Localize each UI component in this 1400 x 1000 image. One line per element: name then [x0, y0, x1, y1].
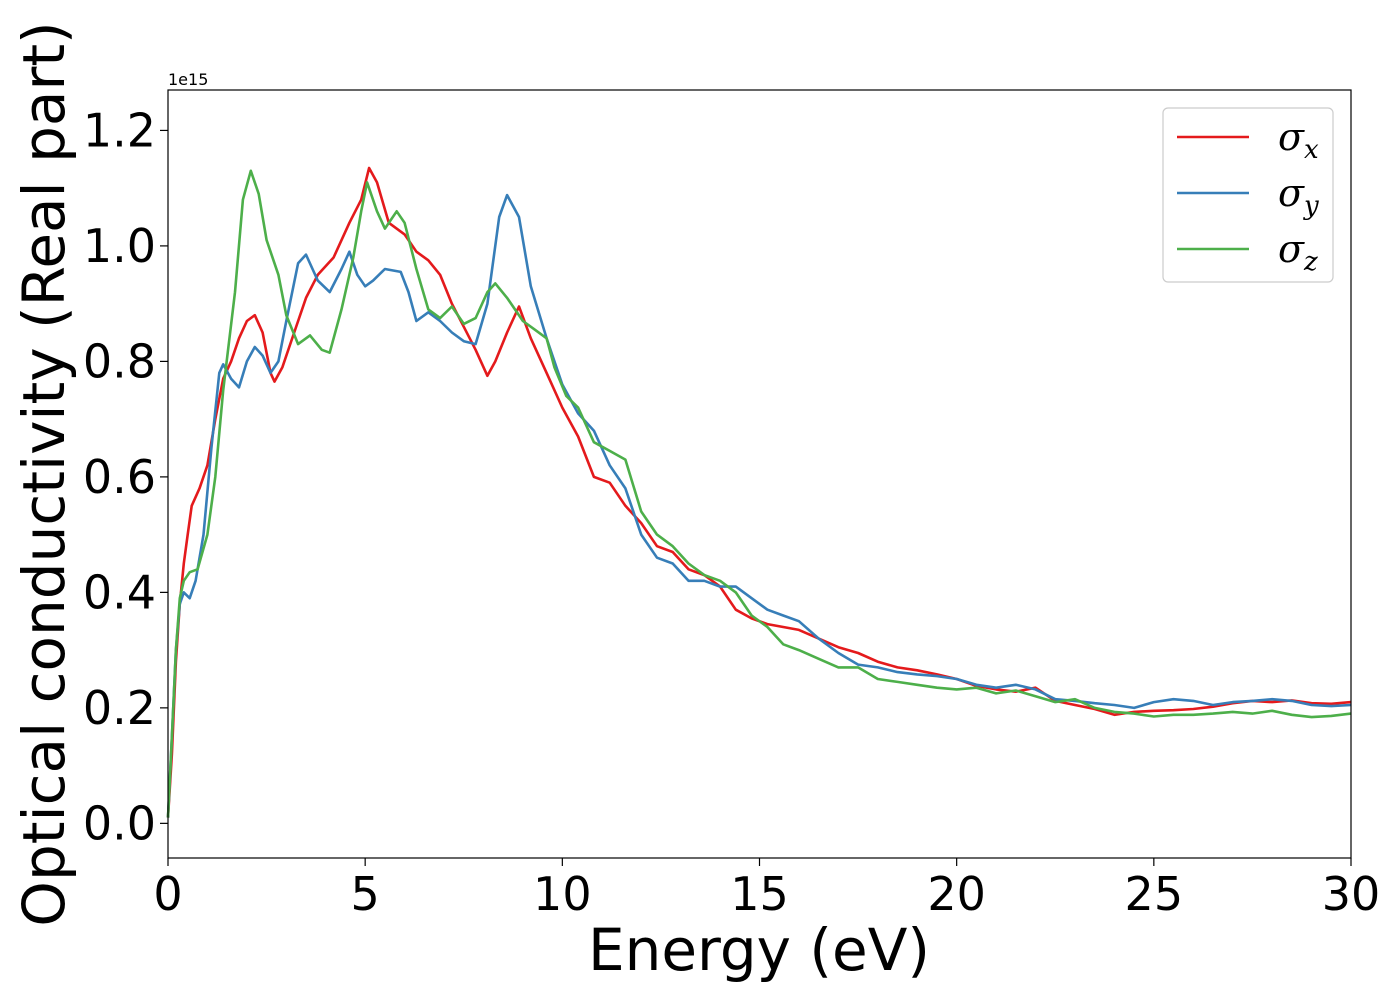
series-line-sigma-z: [166, 169, 1352, 818]
y-tick-label: 0.8: [83, 334, 156, 388]
x-tick-label: 10: [533, 867, 592, 921]
x-tick-label: 0: [153, 867, 182, 921]
ticks-layer: 0 5 10 15 20 25 30 0.0 0.2 0.4 0.6 0.8 1.0 1.2: [83, 103, 1380, 921]
y-axis-label: Optical conductivity (Real part): [10, 21, 78, 926]
legend-box: [1162, 107, 1334, 283]
x-tick-label: 20: [927, 867, 986, 921]
y-tick-label: 1.2: [83, 103, 156, 157]
y-tick-label: 0.0: [83, 796, 156, 850]
series-line-sigma-x: [166, 166, 1352, 818]
y-tick-label: 0.6: [83, 450, 156, 504]
x-tick-label: 15: [730, 867, 789, 921]
x-tick-label: 5: [351, 867, 380, 921]
x-tick-label: 25: [1125, 867, 1184, 921]
x-tick-label: 30: [1322, 867, 1381, 921]
y-offset-label: 1e15: [168, 70, 208, 89]
y-tick-label: 0.4: [83, 565, 156, 619]
series-layer: [166, 166, 1352, 818]
x-axis-label: Energy (eV): [588, 916, 930, 984]
y-tick-label: 0.2: [83, 681, 156, 735]
y-tick-label: 1.0: [83, 219, 156, 273]
